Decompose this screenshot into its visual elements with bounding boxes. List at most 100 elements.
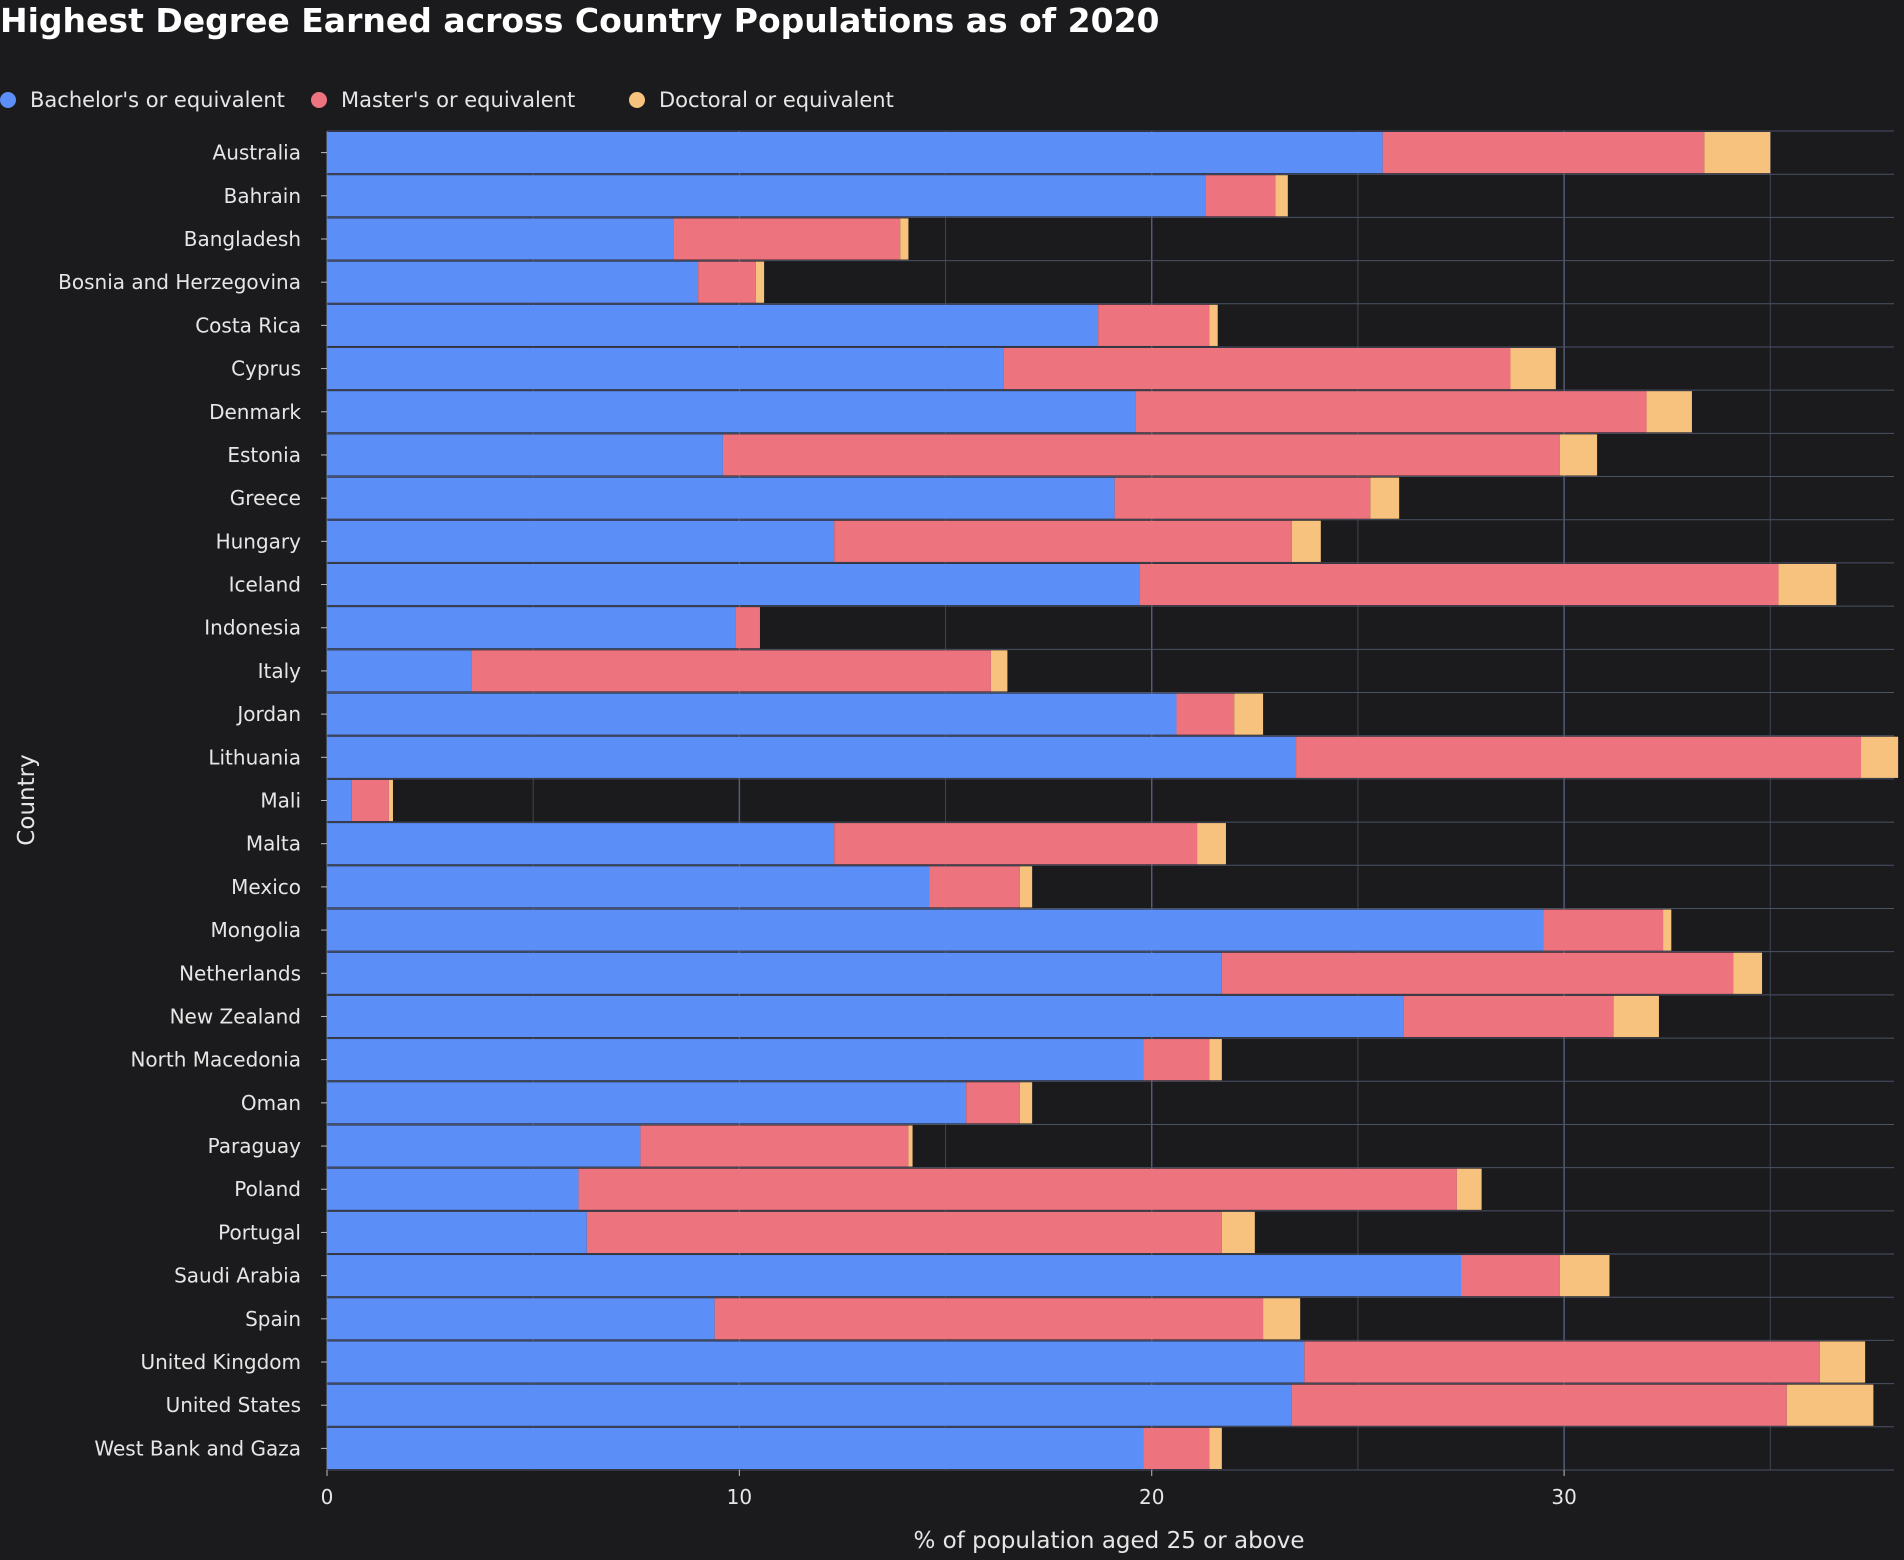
x-tick-label: 20 <box>1139 1485 1164 1509</box>
bar-segment <box>1176 693 1235 735</box>
x-tick-label: 30 <box>1551 1485 1576 1509</box>
y-tick-label: Jordan <box>235 702 301 726</box>
bar-segment <box>327 1427 1144 1469</box>
legend: Bachelor's or equivalent Master's or equi… <box>0 88 894 112</box>
bar-segment <box>1646 391 1692 433</box>
y-tick-label: Saudi Arabia <box>174 1264 301 1288</box>
bar-segment <box>1861 736 1899 778</box>
bars <box>327 132 1899 1469</box>
bar-segment <box>327 520 835 562</box>
bar-segment <box>327 693 1177 735</box>
y-tick-label: Lithuania <box>208 745 301 769</box>
y-tick-label: United Kingdom <box>140 1350 301 1374</box>
bar-segment <box>586 1211 1222 1254</box>
y-tick-label: Paraguay <box>208 1134 302 1158</box>
y-tick-label: Mexico <box>231 875 301 899</box>
y-tick-label: Costa Rica <box>195 313 301 337</box>
bar-segment <box>327 1211 587 1254</box>
bar-segment <box>327 1082 967 1124</box>
x-tick-label: 10 <box>727 1485 752 1509</box>
y-tick-label: Iceland <box>229 573 301 597</box>
y-tick-label: Oman <box>241 1091 301 1115</box>
bar-segment <box>900 218 909 260</box>
y-tick-label: Estonia <box>227 443 301 467</box>
bar-segment <box>834 823 1198 865</box>
bar-segment <box>327 995 1404 1038</box>
bar-segment <box>327 909 1544 951</box>
bar-segment <box>698 261 756 303</box>
bar-segment <box>929 866 1020 908</box>
x-axis-label: % of population aged 25 or above <box>913 1528 1304 1554</box>
bar-segment <box>327 347 1004 390</box>
y-tick-label: North Macedonia <box>130 1048 301 1072</box>
bar-segment <box>327 1168 579 1210</box>
bar-segment <box>327 261 699 303</box>
bar-segment <box>1819 1341 1866 1383</box>
bar-segment <box>1139 563 1779 606</box>
legend-marker <box>311 92 327 108</box>
bar-segment <box>327 952 1222 994</box>
bar-segment <box>327 391 1136 433</box>
bar-segment <box>640 1125 909 1167</box>
bar-segment <box>471 650 991 692</box>
y-tick-label: New Zealand <box>170 1004 301 1028</box>
y-tick-label: Mongolia <box>211 918 301 942</box>
bar-segment <box>1114 477 1371 519</box>
y-tick-label: Denmark <box>209 400 301 424</box>
bar-segment <box>1296 736 1862 778</box>
bar-segment <box>327 563 1140 606</box>
bar-segment <box>1221 1211 1255 1254</box>
y-tick-label: Bahrain <box>224 184 301 208</box>
bar-segment <box>327 1341 1305 1383</box>
bar-segment <box>327 1125 641 1167</box>
bar-segment <box>327 779 352 822</box>
bar-segment <box>327 175 1206 217</box>
bar-segment <box>735 607 760 649</box>
bar-segment <box>1209 1427 1222 1469</box>
bar-segment <box>755 261 765 303</box>
bar-segment <box>1135 391 1647 433</box>
bar-segment <box>908 1125 913 1167</box>
bar-segment <box>1209 1039 1222 1081</box>
y-tick-label: Spain <box>245 1307 301 1331</box>
bar-segment <box>1003 347 1511 390</box>
bar-segment <box>327 132 1383 174</box>
y-tick-label: United States <box>166 1393 301 1417</box>
y-tick-label: Greece <box>230 486 301 510</box>
y-tick-label: Italy <box>258 659 302 683</box>
legend-marker <box>629 92 645 108</box>
y-tick-label: Hungary <box>216 529 302 553</box>
bar-segment <box>327 736 1297 778</box>
bar-segment <box>966 1082 1020 1124</box>
y-tick-label: Malta <box>246 832 301 856</box>
y-tick-label: Poland <box>234 1177 301 1201</box>
x-axis-ticks: 0 10 20 30 <box>321 1470 1577 1509</box>
y-tick-label: Bosnia and Herzegovina <box>58 270 301 294</box>
bar-segment <box>327 434 723 476</box>
bar-segment <box>388 779 393 822</box>
bar-segment <box>327 607 736 649</box>
y-tick-label: Netherlands <box>179 961 301 985</box>
legend-label: Bachelor's or equivalent <box>30 88 285 112</box>
bar-segment <box>327 1384 1292 1426</box>
y-axis-label: Country <box>14 754 40 845</box>
bar-segment <box>1019 866 1033 908</box>
bar-segment <box>1403 995 1614 1038</box>
bar-segment <box>1559 1255 1610 1297</box>
bar-segment <box>1098 304 1210 346</box>
y-tick-label: Mali <box>260 789 301 813</box>
legend-marker <box>0 92 16 108</box>
bar-segment <box>1197 823 1226 865</box>
bar-segment <box>1786 1384 1874 1426</box>
bar-segment <box>834 520 1292 562</box>
y-tick-label: Cyprus <box>231 357 301 381</box>
legend-label: Doctoral or equivalent <box>659 88 894 112</box>
bar-segment <box>327 866 930 908</box>
x-tick-label: 0 <box>321 1485 334 1509</box>
bar-segment <box>1143 1039 1210 1081</box>
bar-segment <box>1559 434 1598 476</box>
bar-segment <box>1291 520 1321 562</box>
bar-segment <box>1304 1341 1820 1383</box>
